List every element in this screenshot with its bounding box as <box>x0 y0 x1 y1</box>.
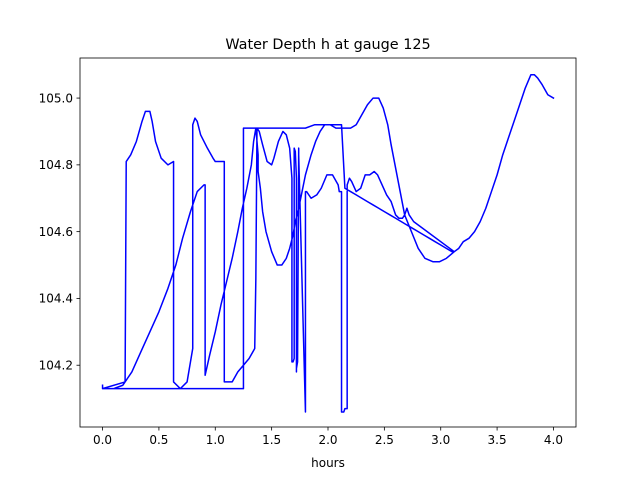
y-tick-label: 104.2 <box>39 359 73 373</box>
chart-title: Water Depth h at gauge 125 <box>225 37 430 53</box>
y-axis: 104.2 104.4 104.6 104.8 105.0 <box>39 91 80 373</box>
x-axis: 0.0 0.5 1.0 1.5 2.0 2.5 3.0 3.5 4.0 <box>93 427 563 447</box>
x-tick-label: 2.0 <box>318 433 337 447</box>
x-axis-label: hours <box>311 456 345 470</box>
y-tick-label: 104.4 <box>39 292 73 306</box>
y-tick-label: 104.6 <box>39 225 73 239</box>
x-tick-label: 3.5 <box>488 433 507 447</box>
y-tick-label: 105.0 <box>39 91 73 105</box>
x-tick-label: 3.0 <box>431 433 450 447</box>
x-tick-label: 1.5 <box>262 433 281 447</box>
x-tick-label: 4.0 <box>544 433 563 447</box>
x-tick-label: 0.0 <box>93 433 112 447</box>
x-tick-label: 2.5 <box>375 433 394 447</box>
water-depth-series-line <box>101 73 555 413</box>
x-tick-label: 1.0 <box>206 433 225 447</box>
y-tick-label: 104.8 <box>39 158 73 172</box>
x-tick-label: 0.5 <box>149 433 168 447</box>
